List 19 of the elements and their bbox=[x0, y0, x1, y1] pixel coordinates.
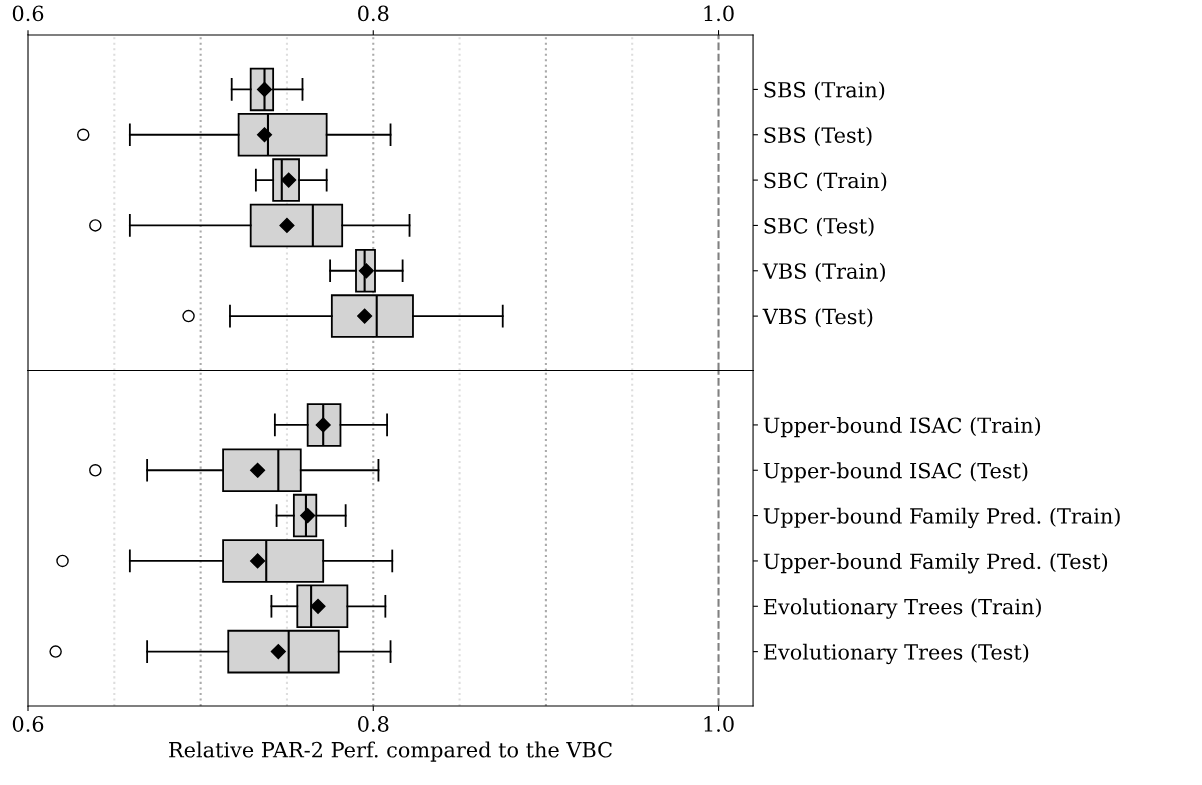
x-tick-label: 0.6 bbox=[12, 716, 44, 732]
y-tick-label: SBC (Test) bbox=[764, 217, 874, 237]
y-tick-label: Upper-bound ISAC (Train) bbox=[763, 417, 1041, 438]
x-tick-label: 1.0 bbox=[704, 716, 734, 732]
y-tick-label: SBS (Test) bbox=[764, 126, 872, 146]
y-tick-label: SBS (Train) bbox=[764, 81, 885, 101]
y-tick-label: VBS (Train) bbox=[762, 262, 885, 282]
y-tick-label: Evolutionary Trees (Test) bbox=[763, 643, 1029, 665]
x-tick-label: 0.8 bbox=[358, 716, 389, 732]
y-tick-label: Upper-bound ISAC (Test) bbox=[763, 462, 1028, 483]
x-axis-title: Relative PAR-2 Perf. compared to the VBC bbox=[169, 741, 612, 762]
y-tick-label: SBC (Train) bbox=[764, 172, 887, 192]
y-tick-label: VBS (Test) bbox=[762, 308, 873, 328]
y-tick-label: Evolutionary Trees (Train) bbox=[763, 598, 1041, 619]
x-tick-label: 0.6 bbox=[12, 5, 44, 22]
y-tick-label: Upper-bound Family Pred. (Test) bbox=[763, 553, 1108, 574]
x-tick-label: 1.0 bbox=[704, 5, 734, 22]
y-tick-label: Upper-bound Family Pred. (Train) bbox=[763, 507, 1120, 529]
x-tick-label: 0.8 bbox=[358, 5, 389, 22]
